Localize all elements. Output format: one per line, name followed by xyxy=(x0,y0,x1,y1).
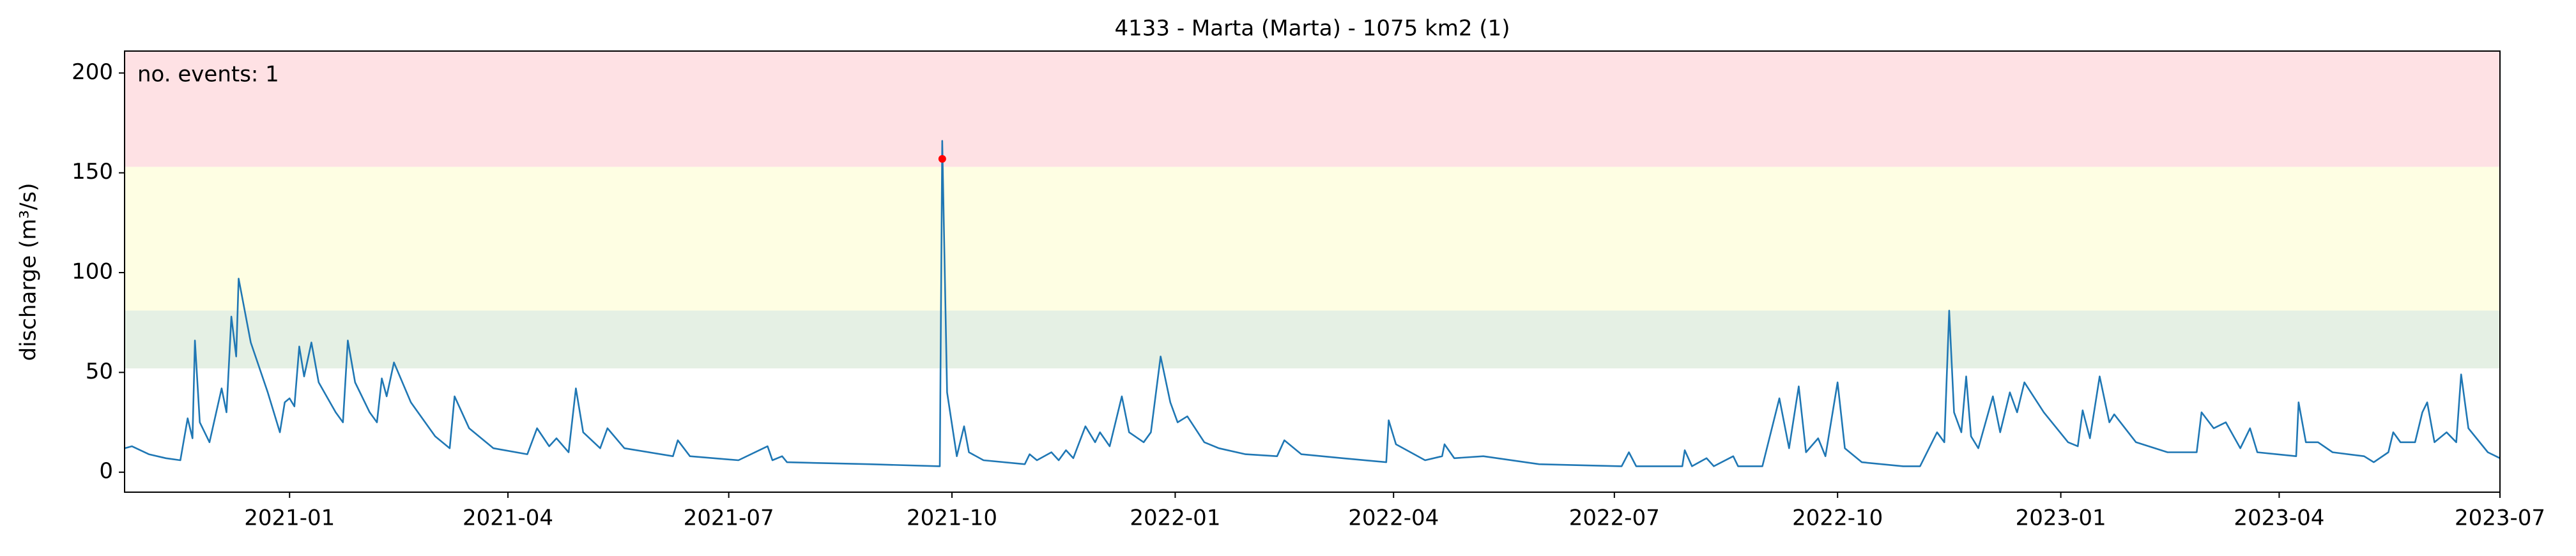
discharge-line xyxy=(124,140,2501,467)
threshold-band xyxy=(125,310,2500,369)
event-marker xyxy=(938,154,946,163)
y-tick-label: 100 xyxy=(72,259,113,285)
x-tick-label: 2023-04 xyxy=(2234,506,2324,531)
axes-frame xyxy=(124,50,2501,493)
x-tick-label: 2021-07 xyxy=(684,506,774,531)
x-tick-label: 2022-04 xyxy=(1348,506,1439,531)
y-tick-label: 150 xyxy=(72,159,113,184)
x-tick-label: 2022-07 xyxy=(1569,506,1660,531)
threshold-band xyxy=(125,51,2500,167)
y-tick-label: 50 xyxy=(86,359,113,384)
y-tick-label: 200 xyxy=(72,59,113,85)
y-axis-label: discharge (m³/s) xyxy=(16,183,42,361)
x-tick-label: 2022-01 xyxy=(1130,506,1220,531)
chart-title: 4133 - Marta (Marta) - 1075 km2 (1) xyxy=(1114,16,1510,41)
x-tick-label: 2021-04 xyxy=(463,506,553,531)
y-tick-label: 0 xyxy=(99,458,113,484)
threshold-band xyxy=(125,167,2500,311)
x-tick-label: 2021-01 xyxy=(244,506,335,531)
x-tick-label: 2023-01 xyxy=(2016,506,2106,531)
x-tick-label: 2023-07 xyxy=(2455,506,2545,531)
x-tick-label: 2022-10 xyxy=(1792,506,1883,531)
annotation: no. events: 1 xyxy=(137,62,279,87)
x-tick-label: 2021-10 xyxy=(907,506,997,531)
